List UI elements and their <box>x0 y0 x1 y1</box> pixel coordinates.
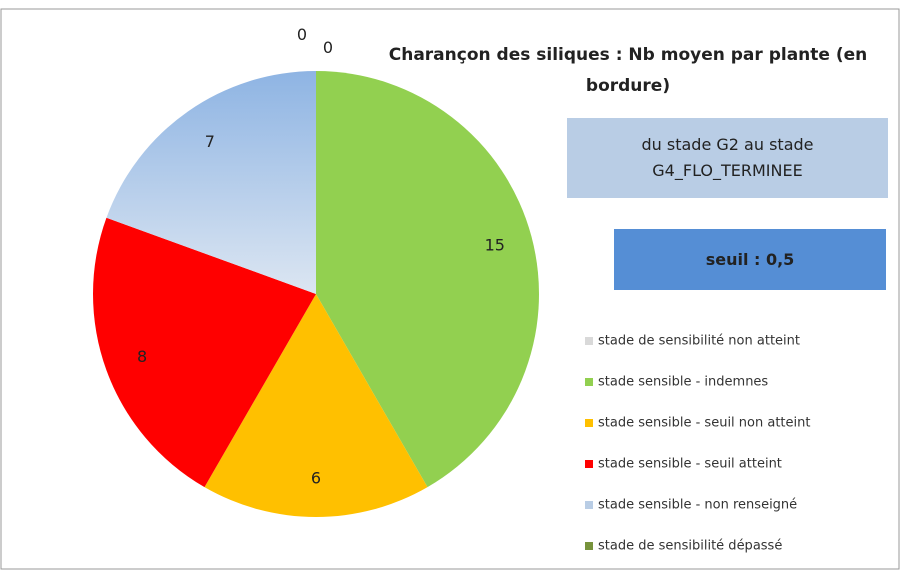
legend-swatch <box>585 501 593 509</box>
data-label: 15 <box>485 236 505 255</box>
legend-label: stade de sensibilité dépassé <box>598 539 782 554</box>
data-label: 7 <box>205 132 215 151</box>
pie-slice <box>204 294 428 517</box>
legend-swatch <box>585 542 593 550</box>
pie-slice <box>93 217 317 488</box>
frame-border <box>0 8 900 570</box>
stage-box: du stade G2 au stade G4_FLO_TERMINEE <box>567 118 888 198</box>
legend-label: stade sensible - seuil atteint <box>598 457 782 472</box>
legend-label: stade de sensibilité non atteint <box>598 334 800 349</box>
data-label: 0 <box>297 25 307 44</box>
data-label: 8 <box>137 347 147 366</box>
threshold-box: seuil : 0,5 <box>614 229 886 290</box>
data-label: 0 <box>323 38 333 57</box>
legend-label: stade sensible - seuil non atteint <box>598 416 810 431</box>
legend-swatch <box>585 337 593 345</box>
legend-swatch <box>585 419 593 427</box>
legend-label: stade sensible - non renseigné <box>598 498 797 513</box>
pie-slice <box>316 71 540 488</box>
legend-label: stade sensible - indemnes <box>598 375 768 390</box>
legend-swatch <box>585 460 593 468</box>
pie-slice <box>106 71 316 294</box>
chart-title: Charançon des siliques : Nb moyen par pl… <box>388 45 868 96</box>
data-label: 6 <box>311 469 321 488</box>
legend-swatch <box>585 378 593 386</box>
